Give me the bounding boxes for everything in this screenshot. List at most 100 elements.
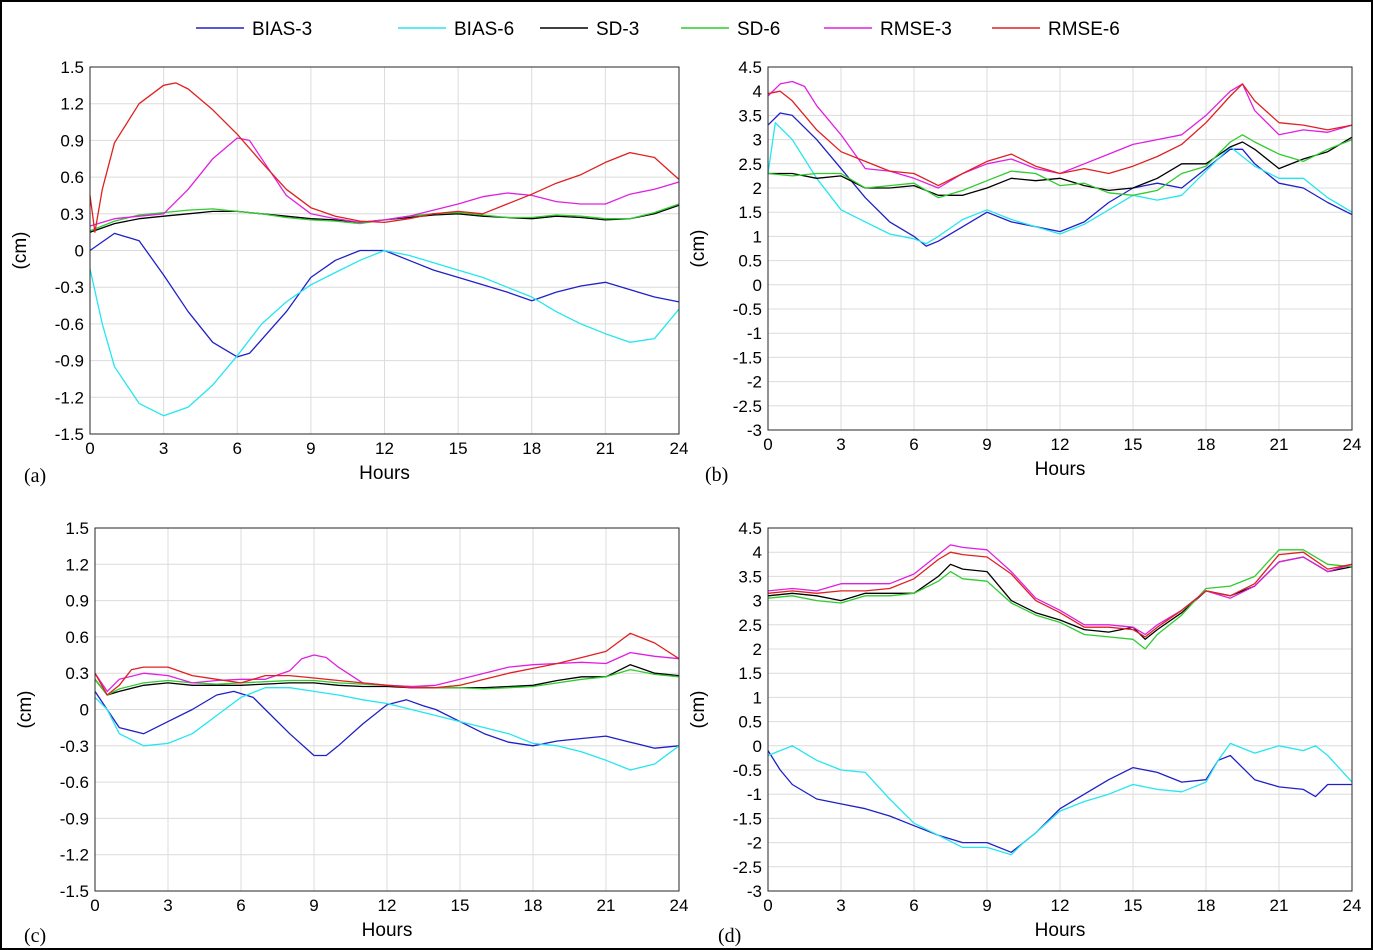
x-tick-label: 9	[982, 435, 991, 454]
x-tick-label: 18	[1197, 435, 1216, 454]
x-tick-label: 18	[522, 439, 541, 458]
x-tick-label: 12	[378, 896, 397, 915]
series-line-rmse-3	[94, 651, 680, 693]
legend-item-bias-3: BIAS-3	[196, 19, 312, 40]
y-tick-label: -1.5	[55, 425, 84, 444]
legend-label: RMSE-6	[1048, 19, 1120, 40]
y-tick-label: 0.9	[60, 131, 84, 150]
y-tick-label: -2.5	[733, 397, 762, 416]
series-line-rmse-3	[767, 544, 1353, 636]
x-axis-label: Hours	[359, 463, 410, 484]
y-tick-label: 1	[753, 688, 762, 707]
legend-label: BIAS-6	[454, 19, 514, 40]
y-tick-label: 1.5	[60, 58, 84, 77]
plot-frame	[767, 527, 1353, 892]
series-line-bias-3	[767, 112, 1353, 247]
y-tick-label: 0.6	[65, 628, 89, 647]
y-tick-label: 0.9	[65, 592, 89, 611]
y-tick-label: -1	[747, 324, 762, 343]
plot-frame	[89, 66, 680, 435]
y-tick-label: 1.2	[60, 95, 84, 114]
y-tick-label: 0	[75, 242, 84, 261]
series-line-sd-6	[767, 549, 1353, 650]
panel-label: (d)	[718, 925, 741, 947]
y-tick-label: 2.5	[738, 616, 762, 635]
y-tick-label: -0.9	[60, 809, 89, 828]
x-tick-label: 6	[233, 439, 242, 458]
x-tick-label: 24	[670, 896, 689, 915]
x-tick-label: 21	[1270, 435, 1289, 454]
x-tick-label: 3	[836, 896, 845, 915]
panel-c: 0 3 6 9 12 15 18 21 24 1.5 1.2 0.9 0.6 0.3 0 -0.3 -0.6 -0…	[15, 519, 688, 947]
legend-label: SD-6	[737, 19, 780, 40]
legend-item-sd-3: SD-3	[540, 19, 639, 40]
x-axis-label: Hours	[1035, 459, 1086, 480]
x-tick-label: 9	[309, 896, 318, 915]
y-tick-label: -0.6	[55, 315, 84, 334]
y-axis-label: (cm)	[688, 230, 709, 268]
x-tick-label: 3	[159, 439, 168, 458]
legend-label: BIAS-3	[252, 19, 312, 40]
y-tick-label: 0.6	[60, 168, 84, 187]
y-tick-label: -3	[747, 421, 762, 440]
x-tick-label: 6	[236, 896, 245, 915]
y-tick-label: -0.5	[733, 300, 762, 319]
x-tick-label: 9	[982, 896, 991, 915]
y-tick-label: -0.3	[60, 737, 89, 756]
x-axis-label: Hours	[1035, 920, 1086, 941]
y-tick-label: -1.2	[55, 388, 84, 407]
series-line-rmse-6	[94, 632, 680, 696]
y-axis-label: (cm)	[15, 691, 36, 729]
y-tick-label: -0.3	[55, 278, 84, 297]
series-line-bias-6	[767, 122, 1353, 245]
x-tick-label: 12	[1051, 435, 1070, 454]
panel-a: 0 3 6 9 12 15 18 21 24 1.5 1.2 0.9 0.6 0.3 0 -0.3 -0.6 -0…	[10, 58, 688, 487]
x-tick-label: 15	[1124, 896, 1143, 915]
y-tick-label: 3	[753, 131, 762, 150]
x-tick-label: 15	[449, 439, 468, 458]
legend-label: SD-3	[596, 19, 639, 40]
x-tick-label: 15	[451, 896, 470, 915]
x-tick-label: 24	[670, 439, 689, 458]
y-tick-label: 1.5	[65, 519, 89, 538]
legend-item-rmse-3: RMSE-3	[824, 19, 952, 40]
y-tick-label: 3.5	[738, 106, 762, 125]
y-tick-label: 0.5	[738, 252, 762, 271]
y-tick-label: 2	[753, 179, 762, 198]
y-tick-label: 0	[80, 701, 89, 720]
y-tick-label: -1.5	[733, 809, 762, 828]
x-tick-label: 18	[524, 896, 543, 915]
y-tick-label: 3	[753, 592, 762, 611]
x-axis-label: Hours	[362, 920, 413, 941]
x-tick-label: 0	[90, 896, 99, 915]
y-tick-label: 0.5	[738, 713, 762, 732]
legend-item-sd-6: SD-6	[681, 19, 780, 40]
x-tick-label: 6	[909, 435, 918, 454]
y-tick-label: -0.6	[60, 773, 89, 792]
x-tick-label: 0	[85, 439, 94, 458]
x-tick-label: 12	[1051, 896, 1070, 915]
x-tick-label: 12	[375, 439, 394, 458]
y-tick-label: -1	[747, 785, 762, 804]
y-tick-label: 1.5	[738, 664, 762, 683]
legend: BIAS-3 BIAS-6 SD-3 SD-6 RMSE-3 RMSE-6	[196, 19, 1120, 40]
y-tick-label: 0	[753, 276, 762, 295]
y-tick-label: -1.2	[60, 846, 89, 865]
series-line-bias-6	[89, 249, 680, 417]
x-tick-label: 21	[596, 439, 615, 458]
y-tick-label: 0.3	[65, 664, 89, 683]
y-tick-label: 4	[753, 543, 762, 562]
y-tick-label: -2.5	[733, 858, 762, 877]
panel-b: 0 3 6 9 12 15 18 21 24 4.5 4 3.5 3 2.5 2 1.5 1 0.5 0 -0.5 -1…	[688, 58, 1361, 486]
series-line-rmse-6	[89, 82, 680, 233]
series-line-sd-3	[767, 556, 1353, 640]
series-line-sd-6	[767, 134, 1353, 199]
x-tick-label: 3	[163, 896, 172, 915]
y-axis-label: (cm)	[688, 691, 709, 729]
x-tick-label: 15	[1124, 435, 1143, 454]
series-line-rmse-6	[767, 83, 1353, 187]
legend-item-bias-6: BIAS-6	[398, 19, 514, 40]
y-axis-label: (cm)	[10, 232, 31, 270]
